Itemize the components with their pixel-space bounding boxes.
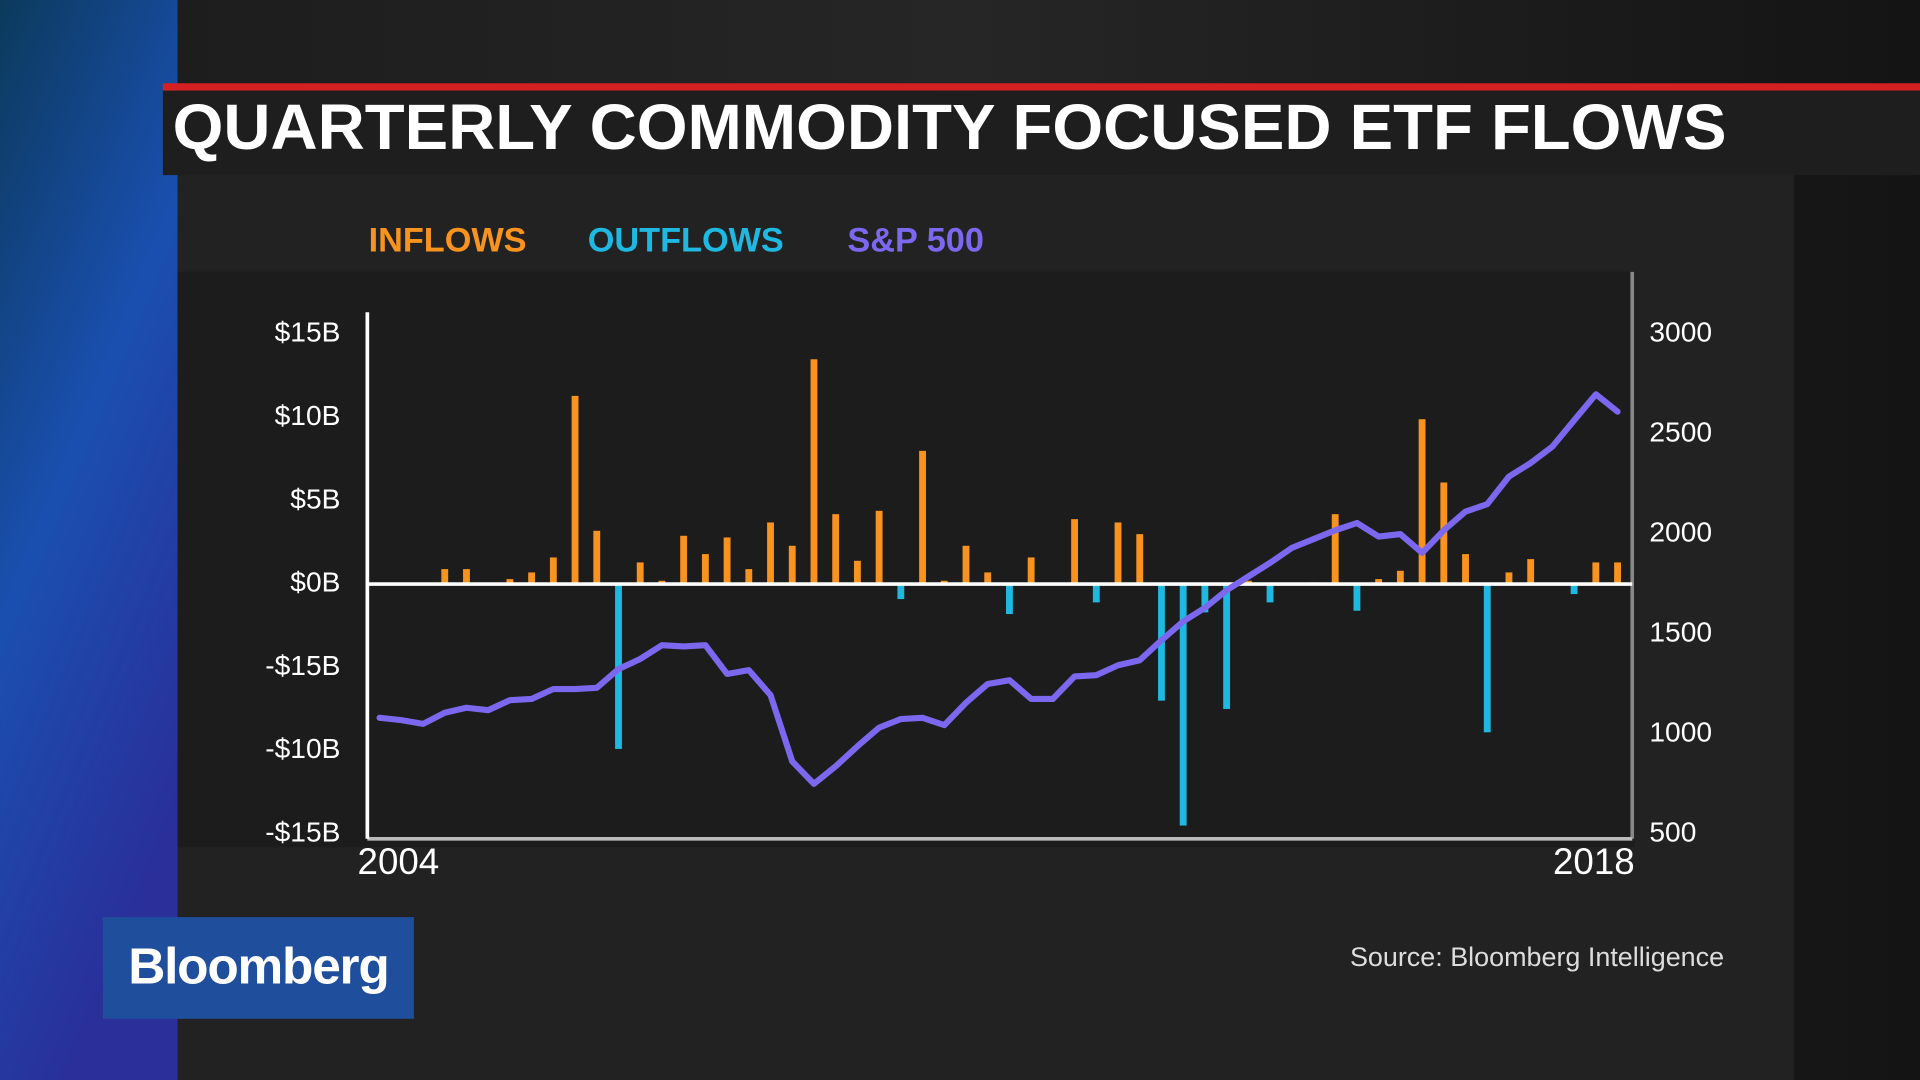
bar: [767, 522, 774, 585]
bar: [1027, 557, 1035, 585]
plot-background: [177, 271, 1635, 848]
y-tick-label: -$15B: [265, 816, 340, 847]
bar: [1592, 562, 1600, 585]
x-tick-label: 2018: [1553, 841, 1635, 882]
chart-title: QUARTERLY COMMODITY FOCUSED ETF FLOWS: [173, 92, 1727, 163]
bar: [593, 530, 601, 585]
bar: [571, 395, 579, 585]
bar: [745, 569, 753, 585]
y2-tick-label: 1500: [1649, 616, 1712, 647]
bar: [1396, 570, 1404, 585]
y-tick-label: $0B: [290, 567, 340, 598]
bar: [1266, 584, 1274, 603]
bar: [1614, 562, 1621, 585]
logo-box: [102, 917, 414, 1019]
y2-tick-label: 1000: [1649, 716, 1712, 747]
y-tick-label: -$10B: [265, 733, 340, 764]
y2-tick-label: 3000: [1649, 317, 1712, 348]
bar: [636, 562, 644, 585]
bar: [1483, 584, 1491, 733]
line: [376, 391, 1621, 787]
bar: [1136, 534, 1144, 585]
bar: [1092, 584, 1100, 603]
y2-tick-label: 2500: [1649, 417, 1712, 448]
bar: [1418, 419, 1426, 585]
bar: [1006, 584, 1013, 615]
y-tick-label: -$15B: [265, 650, 340, 681]
bar: [549, 557, 557, 585]
side-panel: [0, 0, 178, 1080]
bar: [701, 554, 709, 585]
legend-entry: OUTFLOWS: [588, 222, 784, 260]
bar: [875, 510, 883, 585]
brand-logo: Bloomberg: [128, 936, 388, 994]
bar: [1223, 584, 1231, 709]
bar: [1462, 554, 1469, 585]
bar: [528, 572, 536, 585]
bar: [1375, 579, 1383, 585]
bar: [441, 569, 449, 585]
plot: $15B $10B $5B $0B -$15B -$10B -$15B 3000 2500 200…: [265, 222, 1712, 883]
y2-tick-label: 2000: [1649, 517, 1712, 548]
bar: [463, 569, 470, 585]
bar: [788, 545, 796, 585]
bar: [919, 450, 926, 585]
bar: [962, 545, 970, 585]
bar: [832, 514, 840, 585]
y2-tick-label: 500: [1649, 816, 1696, 847]
bar: [853, 560, 861, 585]
bar: [897, 584, 905, 600]
bar: [1353, 584, 1361, 611]
bar: [1331, 514, 1339, 585]
y-tick-label: $5B: [290, 483, 340, 514]
bar: [984, 572, 992, 585]
bar: [1505, 572, 1513, 585]
bar: [1527, 559, 1535, 585]
legend-entry: S&P 500: [847, 222, 984, 260]
y-tick-label: $10B: [275, 400, 341, 431]
title-bar: [162, 90, 1920, 176]
bar: [723, 537, 731, 585]
bar: [1201, 584, 1209, 613]
bar: [1071, 519, 1079, 585]
bar: [1114, 522, 1122, 585]
bar: [680, 535, 688, 585]
bar: [1179, 584, 1187, 826]
y-tick-label: $15B: [275, 317, 341, 348]
bar: [810, 359, 818, 585]
red-rule: [162, 83, 1920, 91]
source-note: Source: Bloomberg Intelligence: [1350, 942, 1724, 972]
bar: [506, 579, 514, 585]
bar: [1570, 584, 1578, 595]
legend-entry: INFLOWS: [369, 222, 527, 260]
x-tick-label: 2004: [358, 841, 440, 882]
